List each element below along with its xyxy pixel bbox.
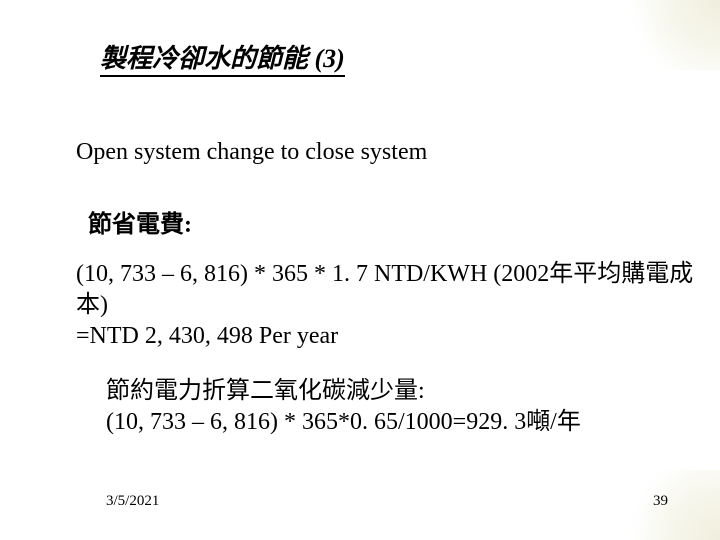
calc1-line1: (10, 733 – 6, 816) * 365 * 1. 7 NTD/KWH … — [76, 259, 720, 321]
slide: 製程冷卻水的節能 (3) Open system change to close… — [0, 0, 720, 540]
subtitle-text: Open system change to close system — [76, 139, 427, 166]
calc2-line1: 節約電力折算二氧化碳減少量: — [106, 376, 581, 407]
footer-page-number: 39 — [653, 493, 668, 510]
slide-title: 製程冷卻水的節能 (3) — [100, 44, 345, 77]
calculation-block-1: (10, 733 – 6, 816) * 365 * 1. 7 NTD/KWH … — [76, 259, 720, 353]
calc2-line2: (10, 733 – 6, 816) * 365*0. 65/1000=929.… — [106, 407, 581, 438]
calc1-line2: =NTD 2, 430, 498 Per year — [76, 321, 720, 352]
footer-date: 3/5/2021 — [106, 493, 159, 510]
section-label: 節省電費: — [88, 204, 192, 239]
decoration-top-right — [610, 0, 720, 70]
calculation-block-2: 節約電力折算二氧化碳減少量: (10, 733 – 6, 816) * 365*… — [106, 376, 581, 438]
